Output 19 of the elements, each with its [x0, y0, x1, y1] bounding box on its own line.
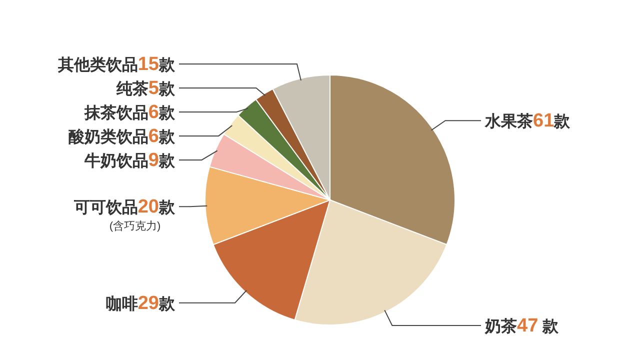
- data-label: 61款: [533, 110, 570, 132]
- data-label: 20款: [138, 196, 175, 218]
- data-label: 47 款: [517, 315, 559, 336]
- text: (含巧克力): [109, 220, 161, 233]
- slice-label: 奶茶: [485, 318, 517, 336]
- slice-label: 其他类饮品: [58, 56, 138, 74]
- slice-label: 纯茶: [116, 80, 148, 98]
- data-label: 6款: [148, 126, 175, 147]
- slice-label: 抹茶饮品: [84, 104, 148, 122]
- data-label: 15款: [138, 54, 175, 75]
- data-label: 6款: [148, 102, 175, 123]
- slice-label: 可可饮品: [74, 200, 138, 217]
- slice-label: 酸奶类饮品: [68, 128, 148, 146]
- slice-label: 水果茶: [485, 114, 533, 131]
- data-label: 29款: [138, 292, 175, 314]
- slice-label: 牛奶饮品: [84, 152, 148, 170]
- data-label: 5款: [148, 78, 175, 99]
- data-label: 9款: [148, 150, 175, 171]
- slice-label: 咖啡: [106, 296, 138, 313]
